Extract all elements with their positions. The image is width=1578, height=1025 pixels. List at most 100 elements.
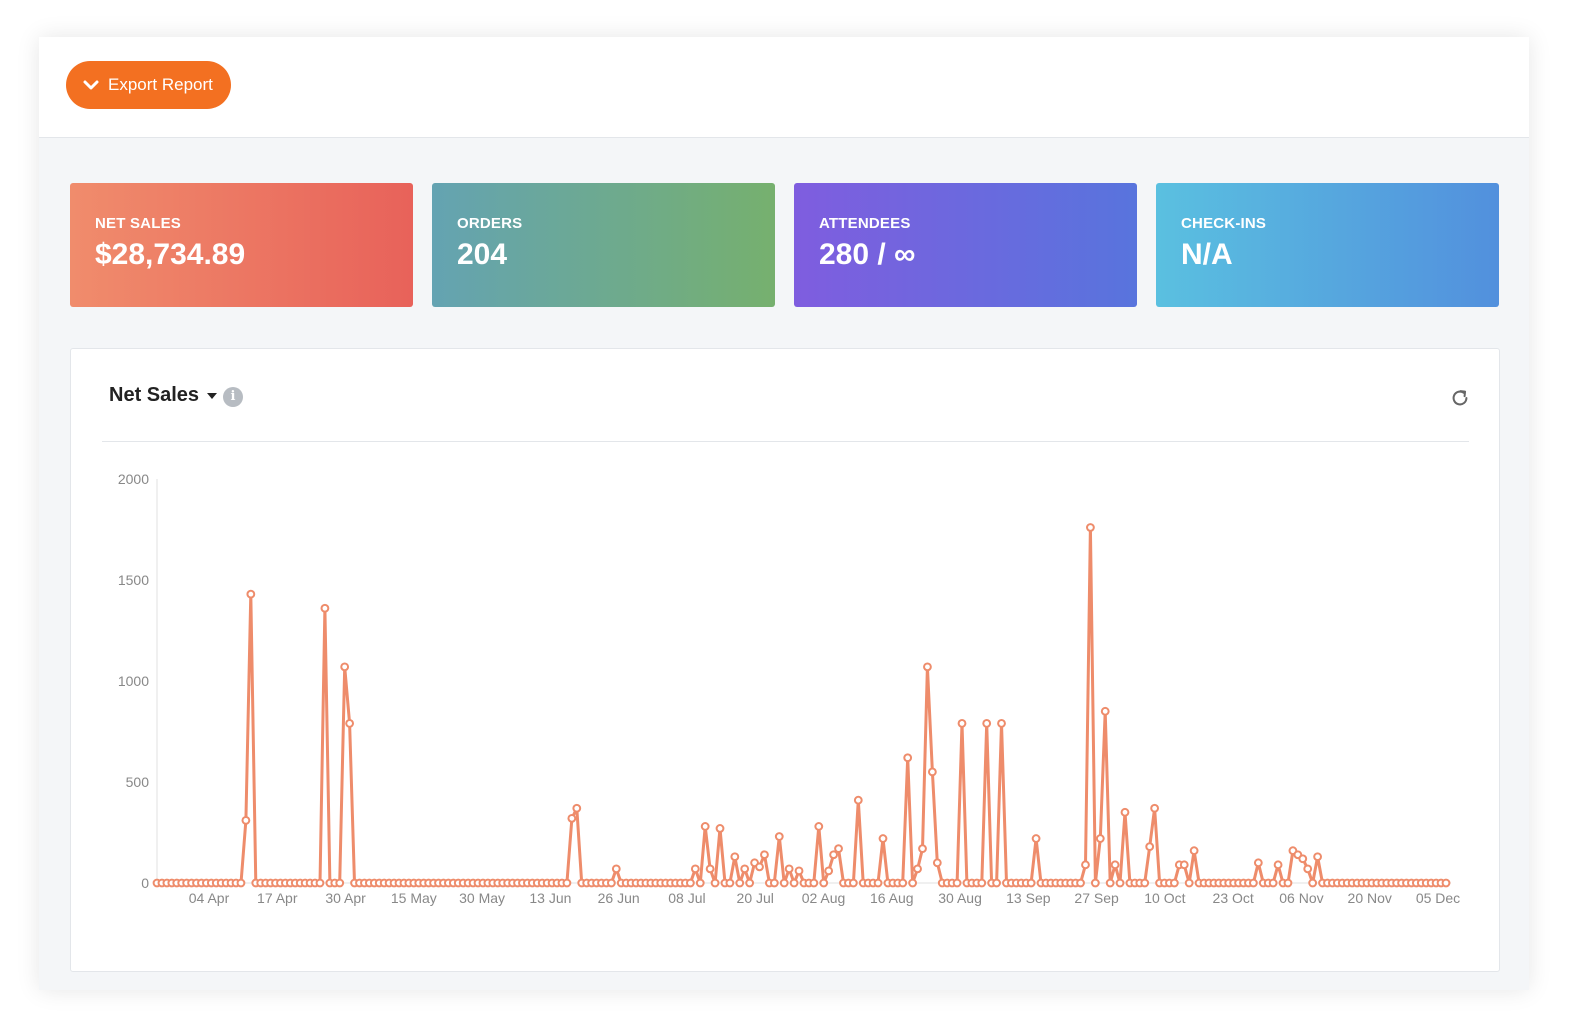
x-tick-label: 02 Aug <box>802 890 846 906</box>
data-point <box>695 878 705 888</box>
data-point <box>873 878 883 888</box>
data-point <box>784 864 794 874</box>
info-icon[interactable]: i <box>223 387 243 407</box>
data-point <box>829 850 839 860</box>
toolbar: Export Report <box>39 37 1529 138</box>
data-point <box>1090 878 1100 888</box>
data-point <box>898 878 908 888</box>
data-point <box>824 866 834 876</box>
data-point <box>1313 852 1322 862</box>
caret-down-icon <box>207 392 218 399</box>
x-tick-label: 13 Sep <box>1006 890 1051 906</box>
data-point <box>1026 878 1036 888</box>
data-point <box>992 878 1001 888</box>
data-point <box>1150 803 1160 813</box>
chevron-down-icon <box>83 80 99 90</box>
data-point <box>1303 864 1313 874</box>
stat-card-check-ins: CHECK-INS N/A <box>1156 183 1499 307</box>
data-point <box>705 864 715 874</box>
data-point <box>794 866 804 876</box>
x-tick-label: 17 Apr <box>257 890 298 906</box>
data-point <box>878 834 888 843</box>
stat-label: CHECK-INS <box>1181 215 1267 232</box>
x-tick-label: 20 Jul <box>737 890 774 906</box>
x-tick-label: 16 Aug <box>870 890 914 906</box>
data-point <box>730 852 740 862</box>
net-sales-chart: 0 500 1000 1500 2000 04 Apr 17 Apr 30 Apr 15 May… <box>118 471 1460 906</box>
stat-value: $28,734.89 <box>95 238 246 271</box>
data-point <box>982 719 992 728</box>
data-point <box>1273 860 1283 870</box>
data-point <box>241 815 251 825</box>
data-point <box>903 753 913 763</box>
stat-card-attendees: ATTENDEES 280 / ∞ <box>794 183 1137 307</box>
data-point <box>1169 878 1179 888</box>
stat-card-orders: ORDERS 204 <box>432 183 775 307</box>
data-point <box>740 864 750 874</box>
export-report-button[interactable]: Export Report <box>66 61 231 109</box>
data-point <box>789 878 799 888</box>
data-point <box>809 878 819 888</box>
data-point <box>715 824 725 833</box>
stat-label: ORDERS <box>457 215 523 232</box>
data-point <box>567 813 577 823</box>
chart-type-dropdown[interactable]: Net Sales <box>109 384 218 407</box>
data-point <box>1095 834 1105 843</box>
data-point <box>853 795 863 805</box>
x-tick-label: 10 Oct <box>1144 890 1185 906</box>
data-point <box>927 767 937 777</box>
data-point <box>1283 878 1293 888</box>
x-tick-label: 05 Dec <box>1416 890 1460 906</box>
data-point <box>774 832 784 841</box>
data-point <box>1145 842 1155 852</box>
y-tick-label: 1000 <box>118 673 149 689</box>
x-tick-label: 23 Oct <box>1213 890 1254 906</box>
data-point <box>913 864 922 874</box>
data-point <box>918 844 927 854</box>
data-point <box>340 662 350 672</box>
data-point <box>236 878 246 888</box>
data-point <box>952 878 962 888</box>
data-point <box>685 878 695 888</box>
data-point <box>1189 846 1199 856</box>
series-line <box>157 526 1446 885</box>
data-point <box>611 864 621 874</box>
x-tick-label: 15 May <box>391 890 437 906</box>
data-point <box>1076 878 1085 888</box>
data-point <box>1115 878 1125 888</box>
data-point <box>745 878 755 888</box>
stat-value: 280 / ∞ <box>819 238 916 271</box>
data-point <box>1248 878 1258 888</box>
data-point <box>814 822 824 831</box>
data-point <box>997 719 1006 728</box>
data-point <box>848 878 858 888</box>
data-point <box>1081 860 1090 870</box>
data-point <box>977 878 987 888</box>
data-point <box>246 589 256 599</box>
refresh-icon[interactable] <box>1449 387 1471 409</box>
stat-value: N/A <box>1181 238 1233 271</box>
data-point <box>908 878 918 888</box>
data-point <box>1441 878 1451 888</box>
data-point <box>1253 858 1263 868</box>
data-point <box>932 858 942 868</box>
data-point <box>1268 878 1278 888</box>
data-point <box>700 822 710 831</box>
data-point <box>690 864 700 874</box>
data-point <box>320 603 330 613</box>
data-point <box>760 850 769 860</box>
data-point <box>735 878 745 888</box>
y-tick-label: 500 <box>126 774 150 790</box>
data-point <box>1100 706 1110 716</box>
data-point <box>834 844 843 854</box>
data-point <box>1086 523 1095 532</box>
x-tick-label: 30 Apr <box>325 890 366 906</box>
data-point <box>562 878 572 888</box>
export-report-label: Export Report <box>108 75 213 94</box>
data-point <box>1110 860 1120 870</box>
data-point <box>957 719 967 728</box>
x-tick-label: 08 Jul <box>668 890 705 906</box>
data-point <box>606 878 616 888</box>
y-tick-label: 0 <box>141 875 149 891</box>
data-point <box>769 878 779 888</box>
